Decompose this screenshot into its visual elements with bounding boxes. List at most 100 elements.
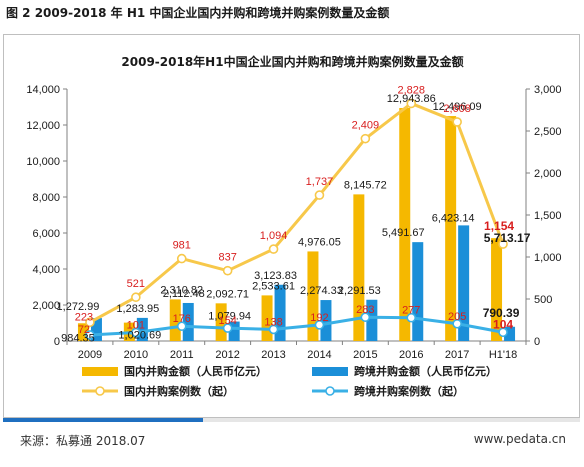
label-domestic-amount: 12,496.09 [433,101,482,113]
domestic-count-point [314,190,325,200]
bar-cross-border-amount [136,317,148,341]
label-domestic-count: 981 [173,240,191,252]
label-domestic-amount: 12,943.86 [387,93,436,105]
x-tick-label: 2015 [353,349,377,361]
label-domestic-count: 2,828 [397,84,425,96]
x-tick-label: 2009 [78,349,102,361]
bar-cross-border-amount [320,300,332,341]
label-domestic-count: 521 [127,278,145,290]
cross-border-count-point [360,312,371,323]
y-right-tick-label: 2,500 [534,126,562,138]
label-cross-border-amount: 790.39 [483,306,520,320]
domestic-count-point [85,317,95,328]
label-cross-border-count: 138 [264,316,282,328]
label-cross-border-count: 154 [218,315,236,327]
cross-border-count-point [406,312,417,323]
domestic-count-point [268,244,279,254]
bar-cross-border-amount [412,242,424,341]
y-left-tick-label: 6,000 [32,228,60,240]
chart-svg: 0 2,000 4,000 6,000 8,000 10,000 12,000 14,000 0… [26,84,562,398]
label-domestic-amount: 4,976.05 [298,236,341,248]
legend-swatch-point [325,386,335,396]
y-left-tick-label: 14,000 [26,84,60,96]
label-cross-border-amount: 3,123.83 [254,270,297,282]
cross-border-count-point [498,327,508,338]
label-domestic-count: 1,154 [484,219,514,233]
website-note: www.pedata.cn [473,432,566,446]
cross-border-count-point [314,320,325,330]
bar-cross-border-amount [366,299,378,341]
domestic-count-point [360,133,371,144]
label-domestic-amount: 984.35 [61,332,95,344]
label-domestic-amount: 5,713.17 [484,231,531,245]
domestic-count-point [406,98,417,109]
y-right-tick-label: 2,000 [534,168,562,180]
legend-label: 跨境并购金额（人民币亿元） [354,364,497,378]
bar-cross-border-amount [504,326,516,341]
x-tick-label: 2013 [261,349,285,361]
chart-frame: 2009-2018年H1中国企业国内并购和跨境并购案例数量及金额 0 2,000 4… [3,34,580,418]
x-tick-label: 2014 [307,349,331,361]
label-domestic-amount: 1,020.69 [118,330,161,342]
y-left-tick-label: 0 [54,336,60,348]
bar-domestic-amount [353,194,365,341]
legend-swatch-point [95,386,105,396]
cross-border-count-point [268,324,279,335]
y-right-tick-label: 0 [534,336,540,348]
label-cross-border-amount: 5,491.67 [382,227,425,239]
y-left-tick-label: 2,000 [32,300,60,312]
label-domestic-count: 1,737 [306,176,334,188]
x-tick-label: 2017 [445,349,469,361]
y-left-tick-label: 12,000 [26,120,60,132]
footer-rule [3,418,580,422]
domestic-count-point [222,265,233,276]
label-domestic-amount: 2,533.61 [252,280,295,292]
x-tick-label: 2011 [170,349,194,361]
label-domestic-count: 2,608 [443,103,471,115]
label-cross-border-count: 283 [356,304,374,316]
bar-cross-border-amount [458,225,470,341]
label-cross-border-amount: 1,272.99 [57,301,100,313]
bar-domestic-amount [445,116,457,342]
bar-domestic-amount [215,303,227,341]
bar-domestic-amount [399,108,411,341]
label-domestic-count: 223 [75,311,93,323]
cross-border-count-point [131,327,141,338]
bar-domestic-amount [261,295,273,341]
legend-label: 跨境并购案例数（起） [354,384,464,398]
y-right-tick-label: 500 [534,294,552,306]
label-cross-border-count: 192 [310,312,328,324]
figure-caption: 图 2 2009-2018 年 H1 中国企业国内并购和跨境并购案例数量及金额 [6,6,390,20]
label-domestic-amount: 8,145.72 [344,179,387,191]
bar-cross-border-amount [228,321,240,341]
label-domestic-count: 1,094 [260,230,288,242]
domestic-count-point [131,292,141,303]
label-cross-border-amount: 2,274.33 [300,285,343,297]
domestic-count-point [498,239,508,249]
source-note: 来源：私募通 2018.07 [20,434,146,448]
bar-domestic-amount [77,323,89,341]
x-tick-label: 2010 [124,349,148,361]
y-right-tick-label: 3,000 [534,84,562,96]
bar-cross-border-amount [182,302,194,341]
label-cross-border-count: 176 [173,313,191,325]
label-cross-border-amount: 2,291.53 [338,285,381,297]
cross-border-count-point [452,318,462,329]
domestic-count-point [176,253,187,264]
label-cross-border-amount: 2,112.48 [163,288,205,300]
label-cross-border-amount: 1,283.95 [116,303,159,315]
label-cross-border-count: 101 [127,320,145,332]
y-right-tick-label: 1,000 [534,252,562,264]
cross-border-count-line [89,315,504,337]
legend-label: 国内并购案例数（起） [124,384,234,398]
cross-border-count-point [85,330,95,340]
bar-cross-border-amount [274,284,286,341]
bar-domestic-amount [491,238,503,341]
domestic-count-point [452,117,462,127]
bar-cross-border-amount [90,318,102,341]
label-cross-border-amount: 1,079.94 [208,311,251,323]
y-left-tick-label: 4,000 [32,264,60,276]
label-cross-border-amount: 6,423.14 [432,212,475,224]
legend-swatch-bar [312,367,348,376]
